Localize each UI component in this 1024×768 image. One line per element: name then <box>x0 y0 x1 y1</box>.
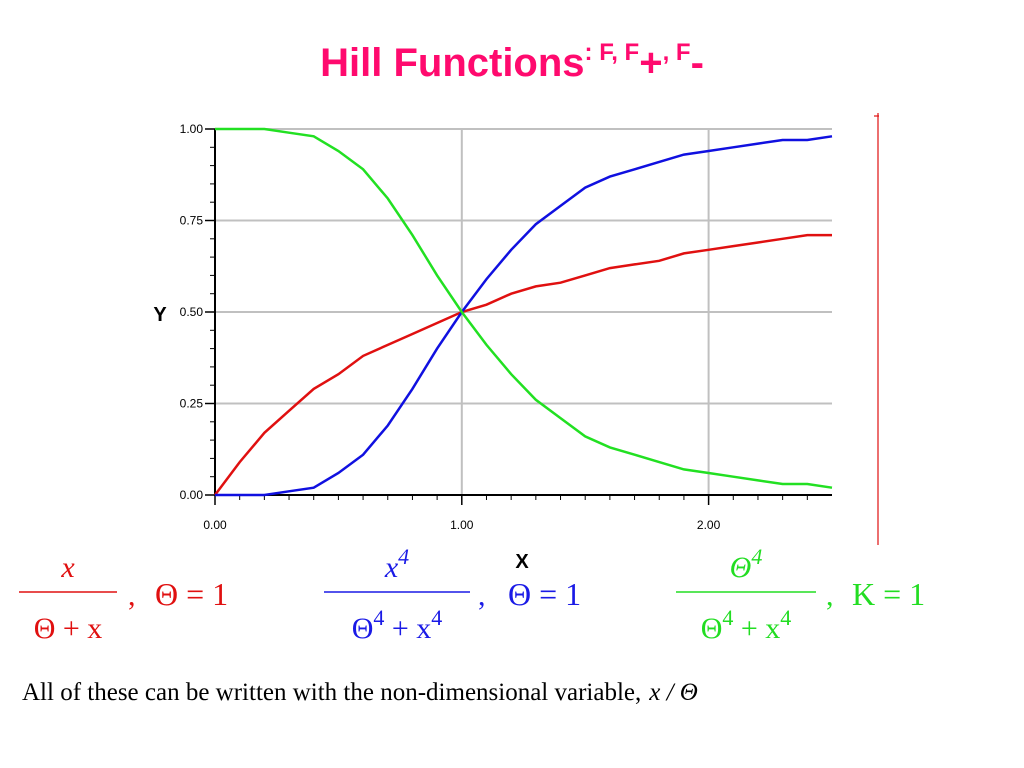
plot: 0.00 0.25 0.50 0.75 1.00 0.00 1.00 2.00 Y X <box>153 122 833 573</box>
superscript: , F <box>663 39 691 66</box>
text-piece: Θ <box>730 551 752 584</box>
series-line <box>215 127 833 489</box>
y-tick-label: 1.00 <box>180 122 204 136</box>
text-piece: Θ + x <box>34 612 103 645</box>
title: Hill Functions: F, F+, F- <box>320 39 704 85</box>
footer-variable: x / Θ <box>648 679 698 706</box>
condition: Θ = 1 <box>155 576 228 612</box>
text-piece: Hill Functions <box>320 41 584 85</box>
numerator: x4 <box>384 544 409 584</box>
formula: x Θ + x, Θ = 1 <box>19 551 228 645</box>
condition: Θ = 1 <box>508 576 581 612</box>
y-tick-label: 0.25 <box>180 397 204 411</box>
text-piece: Θ <box>701 612 723 645</box>
text-piece: x <box>60 551 75 584</box>
denominator: Θ + x <box>34 612 103 645</box>
x-axis-label: X <box>515 551 529 573</box>
numerator: x <box>60 551 75 584</box>
separator: , <box>826 579 834 612</box>
y-tick-label: 0.00 <box>180 488 204 502</box>
superscript: : F, F <box>585 39 640 66</box>
condition: K = 1 <box>852 576 925 612</box>
superscript: 4 <box>398 544 409 569</box>
x-tick-label: 0.00 <box>203 518 227 532</box>
series-line <box>214 233 832 496</box>
series-line <box>215 135 833 497</box>
text-piece: Θ <box>352 612 374 645</box>
denominator: Θ4 + x4 <box>352 605 443 645</box>
superscript: 4 <box>722 605 733 630</box>
separator: , <box>128 579 136 612</box>
y-tick-label: 0.50 <box>180 305 204 319</box>
text-piece: x <box>384 551 399 584</box>
superscript: 4 <box>751 544 762 569</box>
x-tick-label: 1.00 <box>450 518 474 532</box>
numerator: Θ4 <box>730 544 763 584</box>
text-piece: + x <box>733 612 780 645</box>
text-piece: + x <box>384 612 431 645</box>
y-axis-label: Y <box>153 304 167 326</box>
y-tick-label: 0.75 <box>180 214 204 228</box>
text-piece: + <box>639 41 662 85</box>
text-piece: - <box>691 41 704 85</box>
denominator: Θ4 + x4 <box>701 605 792 645</box>
superscript: 4 <box>780 605 791 630</box>
superscript: 4 <box>431 605 442 630</box>
superscript: 4 <box>373 605 384 630</box>
footer: All of these can be written with the non… <box>22 679 698 706</box>
footer-text: All of these can be written with the non… <box>22 679 641 706</box>
x-tick-label: 2.00 <box>697 518 721 532</box>
separator: , <box>478 579 486 612</box>
